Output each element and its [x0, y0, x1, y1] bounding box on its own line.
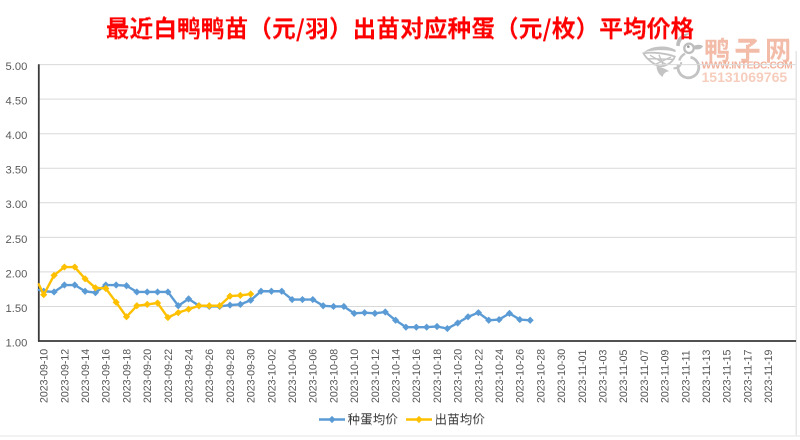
svg-text:2023-10-14: 2023-10-14: [391, 349, 403, 403]
svg-text:2023-11-01: 2023-11-01: [577, 349, 589, 403]
svg-text:2.50: 2.50: [6, 234, 28, 246]
svg-text:2.00: 2.00: [6, 268, 28, 280]
svg-text:2023-11-03: 2023-11-03: [598, 349, 610, 403]
svg-text:2023-09-26: 2023-09-26: [204, 349, 216, 403]
svg-text:4.50: 4.50: [6, 96, 28, 108]
svg-text:2023-11-11: 2023-11-11: [680, 350, 692, 403]
svg-text:2023-10-18: 2023-10-18: [432, 349, 444, 403]
svg-text:2023-10-08: 2023-10-08: [328, 349, 340, 403]
svg-text:2023-10-04: 2023-10-04: [287, 349, 299, 403]
svg-text:5.00: 5.00: [6, 61, 28, 73]
svg-text:2023-09-16: 2023-09-16: [101, 349, 113, 403]
svg-text:2023-10-26: 2023-10-26: [515, 349, 527, 403]
svg-text:2023-09-22: 2023-09-22: [163, 349, 175, 403]
svg-text:3.50: 3.50: [6, 165, 28, 177]
svg-text:2023-10-28: 2023-10-28: [535, 349, 547, 403]
svg-text:2023-10-10: 2023-10-10: [349, 349, 361, 403]
svg-text:2023-09-24: 2023-09-24: [184, 349, 196, 403]
svg-text:2023-11-19: 2023-11-19: [763, 349, 775, 403]
svg-text:2023-10-24: 2023-10-24: [494, 349, 506, 403]
svg-text:2023-11-09: 2023-11-09: [660, 349, 672, 403]
svg-text:2023-10-22: 2023-10-22: [473, 349, 485, 403]
svg-text:WWW.INTEDC.COM: WWW.INTEDC.COM: [702, 61, 793, 72]
svg-text:2023-11-13: 2023-11-13: [701, 349, 713, 403]
svg-text:2023-09-10: 2023-09-10: [39, 349, 51, 403]
svg-text:2023-09-14: 2023-09-14: [80, 349, 92, 403]
svg-text:4.00: 4.00: [6, 130, 28, 142]
svg-text:2023-11-05: 2023-11-05: [618, 349, 630, 403]
svg-text:2023-09-28: 2023-09-28: [225, 349, 237, 403]
svg-text:2023-09-20: 2023-09-20: [142, 349, 154, 403]
svg-text:2023-09-12: 2023-09-12: [59, 349, 71, 403]
svg-text:2023-10-12: 2023-10-12: [370, 349, 382, 403]
svg-text:2023-10-06: 2023-10-06: [308, 349, 320, 403]
svg-text:3.00: 3.00: [6, 199, 28, 211]
svg-text:2023-10-20: 2023-10-20: [453, 349, 465, 403]
svg-text:1.50: 1.50: [6, 303, 28, 315]
svg-text:2023-11-17: 2023-11-17: [742, 349, 754, 403]
svg-text:2023-10-02: 2023-10-02: [266, 349, 278, 403]
svg-text:2023-11-07: 2023-11-07: [639, 349, 651, 403]
svg-text:15131069765: 15131069765: [702, 69, 788, 85]
svg-text:2023-09-18: 2023-09-18: [121, 349, 133, 403]
svg-text:2023-10-16: 2023-10-16: [411, 349, 423, 403]
svg-text:1.00: 1.00: [6, 337, 28, 349]
svg-text:2023-09-30: 2023-09-30: [246, 349, 258, 403]
svg-text:2023-11-15: 2023-11-15: [722, 349, 734, 403]
svg-text:2023-10-30: 2023-10-30: [556, 349, 568, 403]
